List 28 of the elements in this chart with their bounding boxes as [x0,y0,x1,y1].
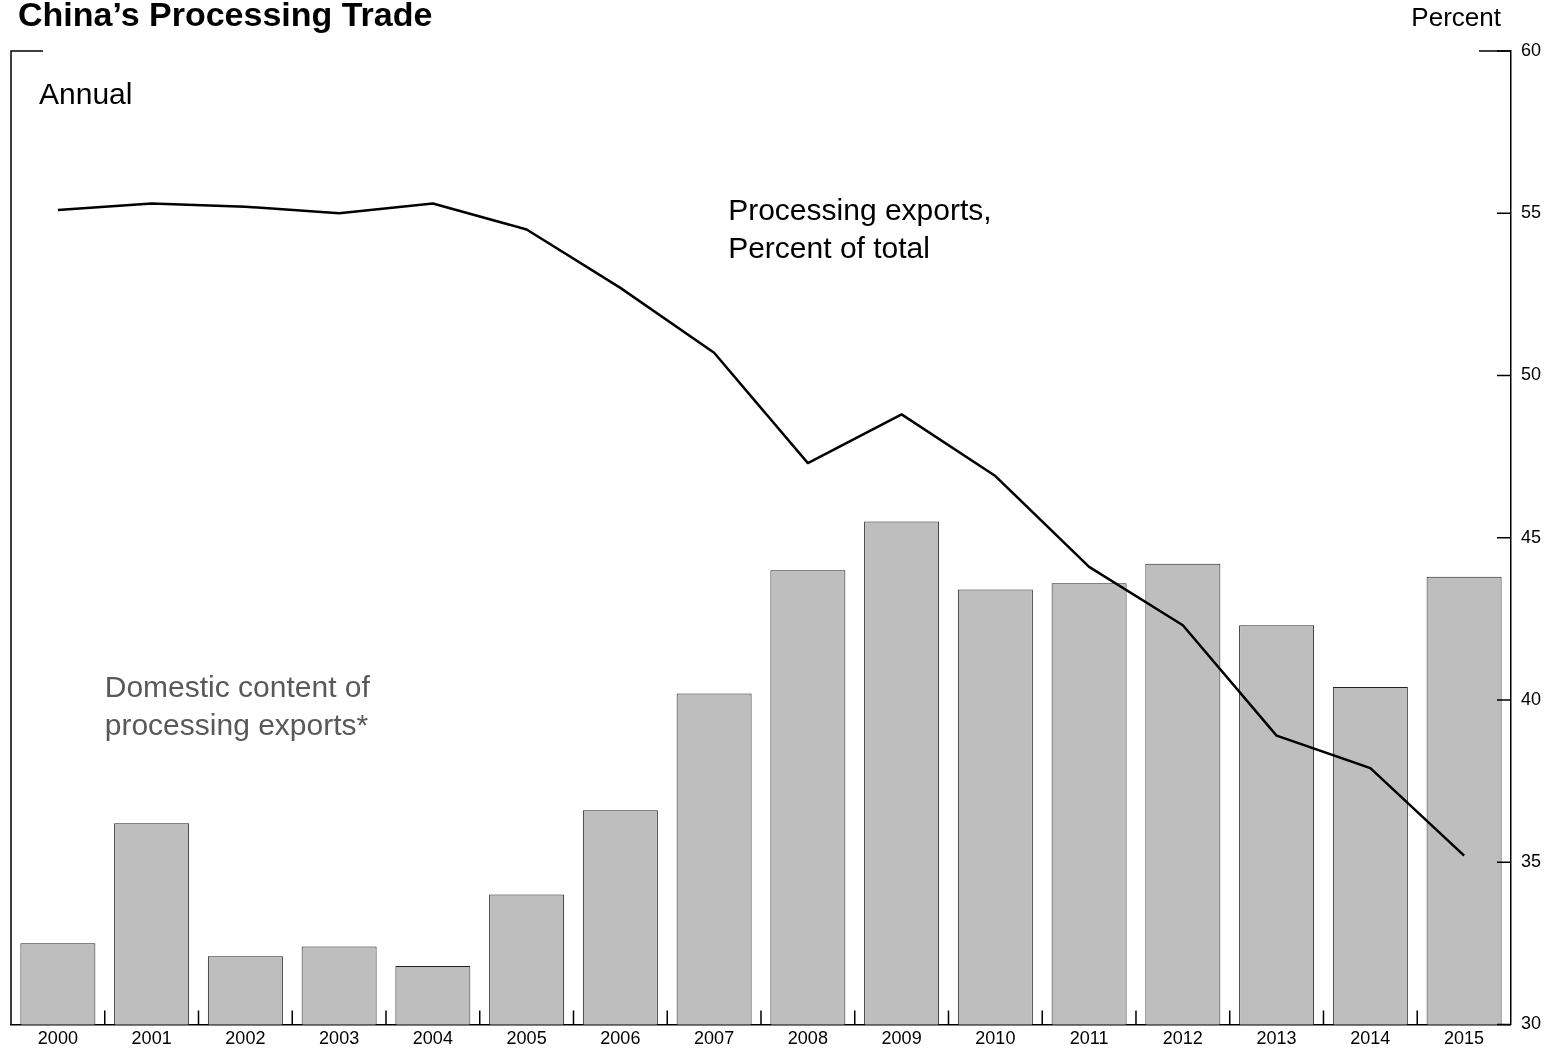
y-tick-label: 45 [1520,526,1542,547]
x-tick-label: 2001 [131,1028,172,1049]
x-tick-label: 2008 [787,1028,828,1049]
y-tick-label: 60 [1520,39,1542,60]
annotation: Annual [39,77,133,111]
chart-title: China’s Processing Trade [18,0,433,34]
y-tick-label: 35 [1520,851,1542,872]
y-tick-label: 30 [1520,1013,1542,1034]
x-tick-label: 2011 [1069,1028,1109,1049]
y-tick-label: 40 [1520,688,1542,709]
text: Domestic content of processing exports* [104,670,371,742]
x-tick-label: 2004 [412,1028,453,1049]
y-tick-label: 55 [1520,202,1542,223]
text: Processing exports, Percent of total [728,193,992,265]
x-tick-label: 2002 [225,1028,266,1049]
y-axis-title: Percent [1411,2,1502,33]
x-tick-label: 2012 [1162,1028,1203,1049]
y-tick-label: 50 [1520,364,1542,385]
x-tick-label: 2003 [319,1028,360,1049]
x-tick-label: 2009 [881,1028,922,1049]
x-tick-label: 2010 [975,1028,1016,1049]
x-tick-label: 2014 [1350,1028,1391,1049]
x-tick-label: 2000 [37,1028,78,1049]
x-tick-label: 2005 [506,1028,547,1049]
x-tick-label: 2007 [694,1028,735,1049]
x-tick-label: 2006 [600,1028,641,1049]
x-tick-label: 2013 [1256,1028,1297,1049]
x-tick-label: 2015 [1444,1028,1485,1049]
